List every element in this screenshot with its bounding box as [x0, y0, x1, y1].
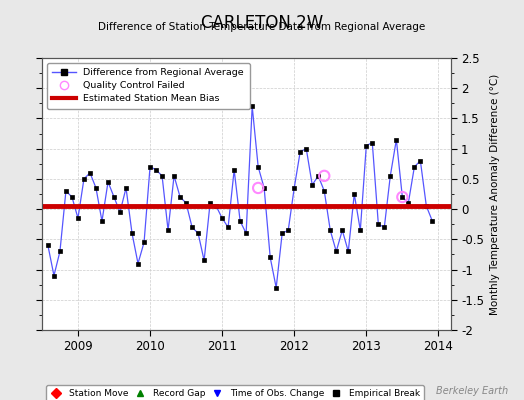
Point [398, 194, 407, 200]
Text: CARLETON 2W: CARLETON 2W [201, 14, 323, 32]
Text: Berkeley Earth: Berkeley Earth [436, 386, 508, 396]
Text: Difference of Station Temperature Data from Regional Average: Difference of Station Temperature Data f… [99, 22, 425, 32]
Y-axis label: Monthly Temperature Anomaly Difference (°C): Monthly Temperature Anomaly Difference (… [489, 73, 499, 315]
Point [254, 185, 263, 191]
Point [320, 173, 329, 179]
Legend: Station Move, Record Gap, Time of Obs. Change, Empirical Break: Station Move, Record Gap, Time of Obs. C… [47, 385, 424, 400]
